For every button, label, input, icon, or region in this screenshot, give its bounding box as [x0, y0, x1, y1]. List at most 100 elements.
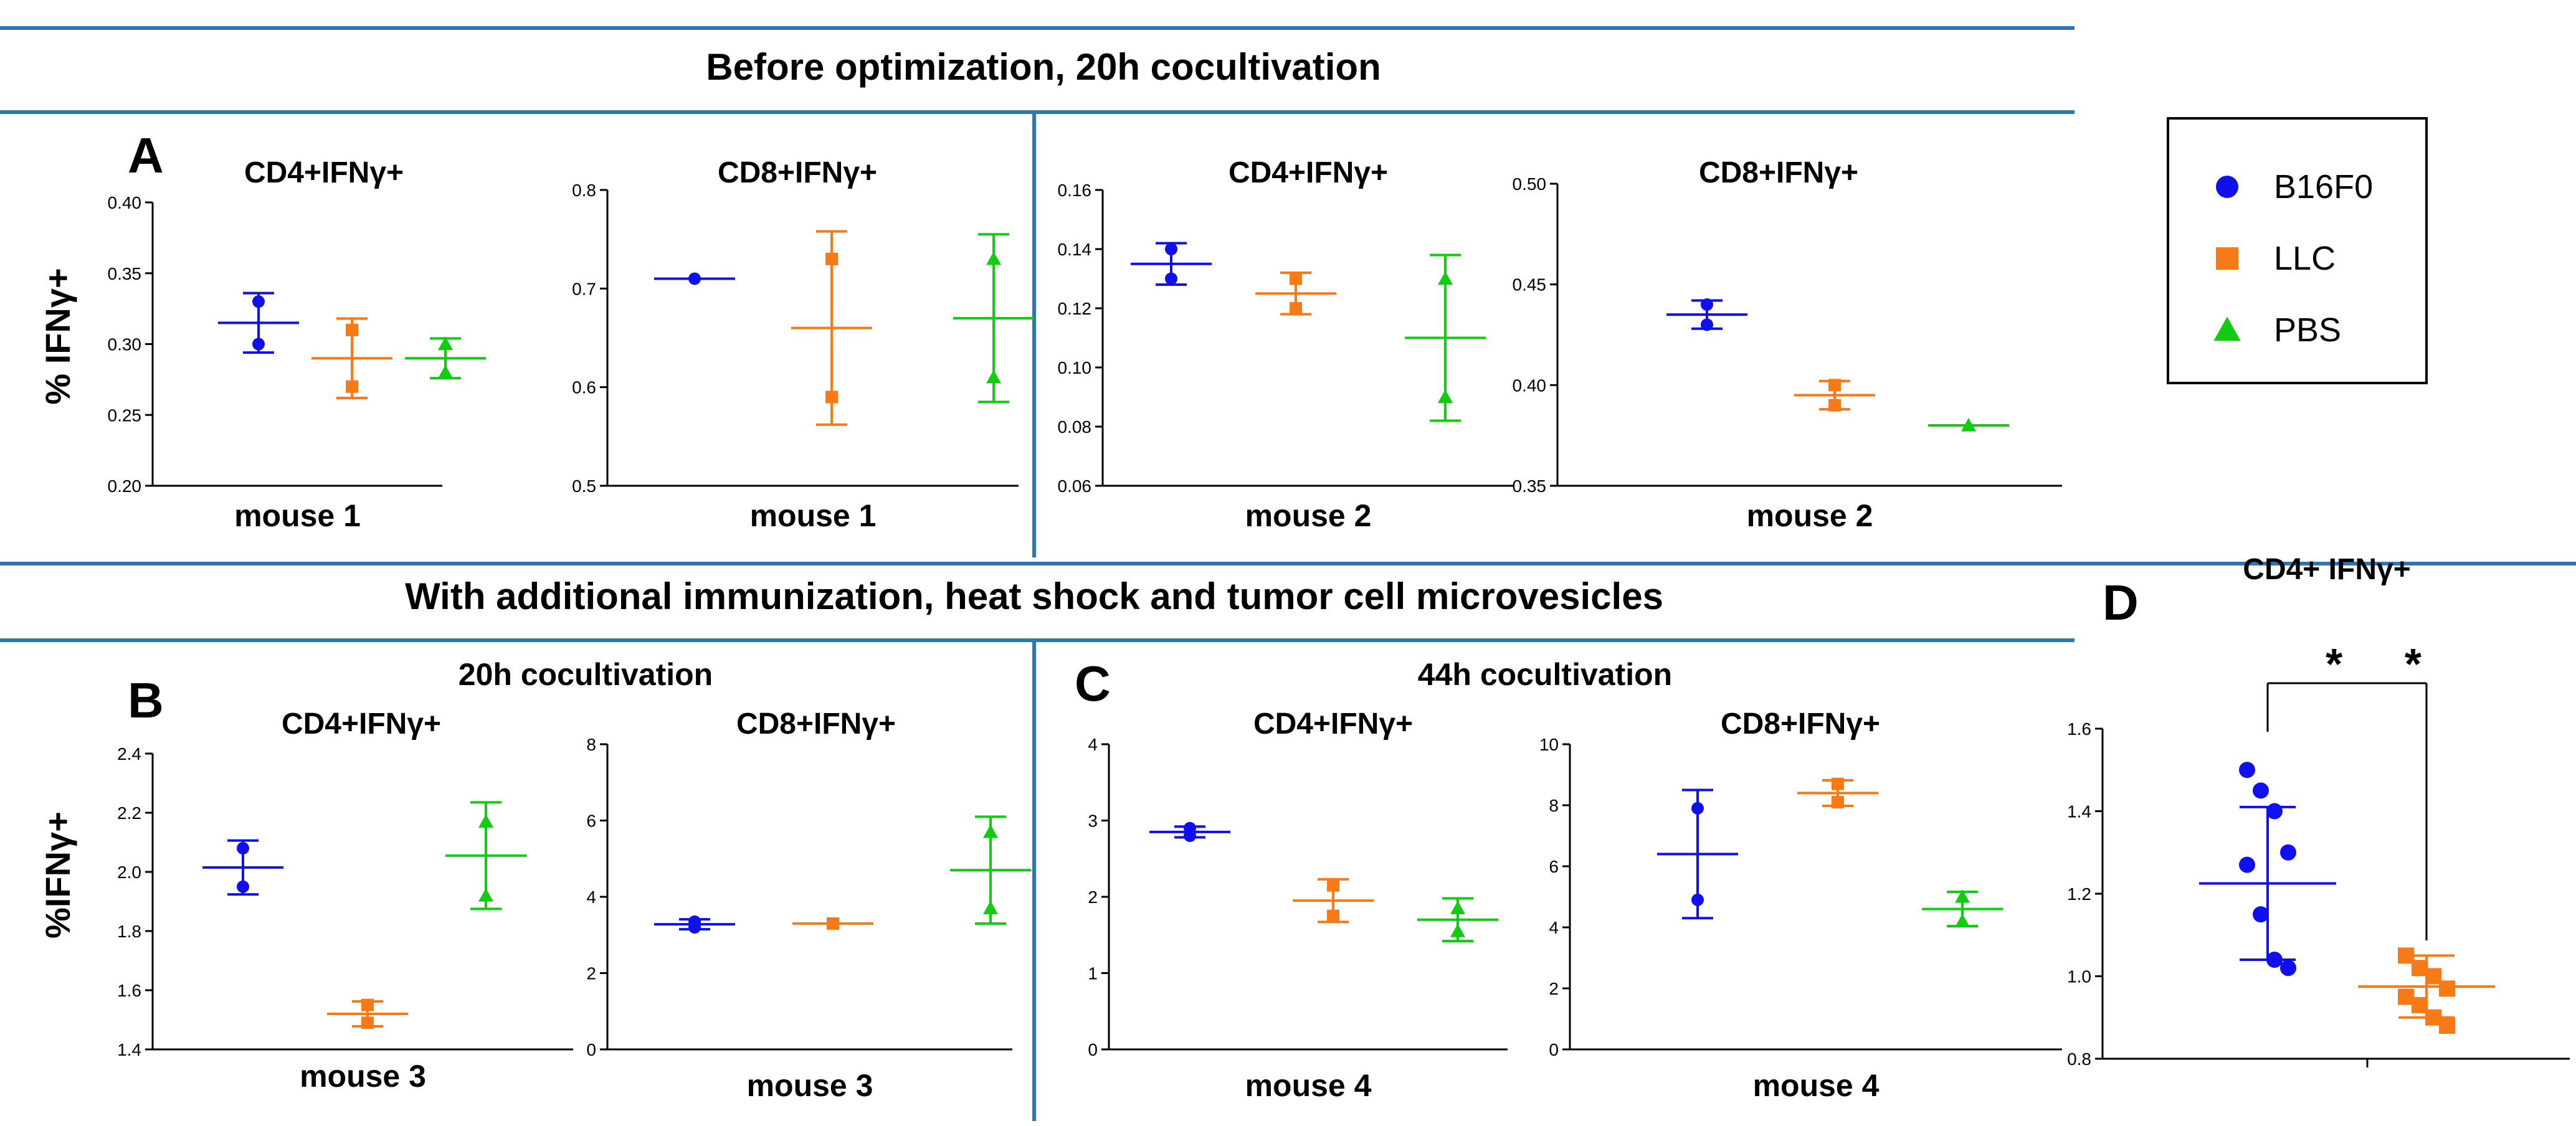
data-point-llc: [2412, 960, 2428, 977]
panel-title: CD4+ IFNγ+: [2243, 553, 2410, 586]
data-point-llc: [825, 252, 838, 265]
y-tick-label: 4: [1549, 918, 1559, 937]
legend-marker-b16f0: [2216, 176, 2238, 198]
y-tick-label: 0.40: [108, 193, 142, 212]
data-point-b16f0: [1691, 802, 1704, 815]
subheader-c: 44h cocultivation: [1418, 657, 1672, 692]
data-point-llc: [2425, 1009, 2441, 1026]
y-tick-label: 0.08: [1058, 417, 1092, 437]
y-tick-label: 2.4: [117, 744, 141, 764]
data-point-pbs: [1438, 389, 1453, 404]
panel-title: CD8+IFNγ+: [718, 156, 877, 189]
data-point-b16f0: [1165, 272, 1177, 285]
data-point-b16f0: [1701, 318, 1713, 331]
data-point-b16f0: [1184, 821, 1196, 835]
data-point-b16f0: [2280, 844, 2296, 861]
y-tick-label: 8: [1549, 796, 1559, 815]
y-tick-label: 1.6: [117, 981, 141, 1000]
data-point-b16f0: [2239, 762, 2255, 778]
x-axis-label: mouse 2: [1747, 498, 1873, 533]
y-axis-label-bottom: %IFNγ+: [38, 811, 77, 939]
y-tick-label: 0.30: [108, 335, 142, 354]
y-tick-label: 6: [586, 811, 596, 831]
data-point-pbs: [1438, 271, 1453, 285]
data-point-pbs: [478, 888, 493, 902]
data-point-b16f0: [1165, 243, 1177, 255]
y-tick-label: 2: [1549, 979, 1559, 998]
y-tick-label: 0.16: [1058, 181, 1092, 200]
data-point-b16f0: [2253, 782, 2269, 799]
y-tick-label: 0.14: [1058, 240, 1092, 259]
y-tick-label: 1.0: [2067, 967, 2091, 986]
data-point-llc: [2398, 988, 2414, 1005]
panel-title: CD4+IFNγ+: [1229, 156, 1388, 189]
chart-a-cd8-mouse1: 0.5 0.6 0.7 0.8 CD8+IFNγ+ mouse 1: [572, 156, 1034, 533]
y-tick-label: 2: [586, 964, 596, 983]
data-point-b16f0: [688, 272, 701, 285]
data-point-pbs: [986, 369, 1001, 384]
y-tick-label: 1: [1088, 964, 1098, 983]
y-tick-label: 1.8: [117, 922, 141, 941]
data-point-llc: [1832, 777, 1844, 790]
y-tick-label: 0.35: [108, 264, 142, 283]
data-point-b16f0: [1691, 893, 1704, 906]
data-point-pbs: [983, 901, 998, 914]
y-tick-label: 0.6: [572, 378, 596, 397]
y-tick-label: 2: [1088, 887, 1098, 907]
legend-label-pbs: PBS: [2274, 311, 2341, 349]
y-tick-label: 0.20: [108, 476, 142, 496]
subheader-b: 20h cocultivation: [459, 657, 713, 692]
x-axis-label: mouse 4: [1245, 1068, 1372, 1103]
panel-letter-c: C: [1075, 656, 1111, 711]
data-point-llc: [361, 998, 374, 1011]
y-tick-label: 0.06: [1058, 476, 1092, 496]
y-tick-label: 2.0: [117, 863, 141, 882]
y-tick-label: 1.2: [2067, 884, 2091, 904]
panel-title: CD8+IFNγ+: [1721, 707, 1880, 740]
y-tick-label: 1.4: [2067, 802, 2091, 821]
data-point-llc: [1290, 302, 1302, 315]
y-tick-label: 8: [586, 735, 596, 754]
chart-a-cd4-mouse1: 0.20 0.25 0.30 0.35 0.40 CD4+IFNγ+ mouse 1: [108, 156, 486, 533]
data-point-b16f0: [688, 921, 701, 934]
chart-c-cd4-mouse4: 0 1 2 3 4 CD4+IFNγ+ mouse 4: [1088, 707, 1508, 1103]
x-axis-label: mouse 2: [1245, 498, 1372, 533]
legend: [2213, 176, 2241, 341]
x-axis-label: mouse 3: [300, 1059, 426, 1094]
y-tick-label: 0.10: [1058, 358, 1092, 377]
data-point-llc: [1327, 879, 1339, 892]
data-point-llc: [2412, 996, 2428, 1013]
y-tick-label: 0: [1549, 1040, 1559, 1059]
panel-title: CD8+IFNγ+: [1699, 156, 1858, 189]
panel-title: CD4+IFNγ+: [282, 707, 441, 740]
y-tick-label: 0.8: [2067, 1049, 2091, 1069]
data-point-llc: [346, 380, 358, 393]
data-point-llc: [1828, 399, 1841, 412]
data-point-b16f0: [2266, 952, 2283, 968]
data-point-pbs: [438, 336, 453, 351]
y-tick-label: 1.4: [117, 1040, 141, 1059]
panel-title: CD8+IFNγ+: [736, 707, 896, 740]
legend-label-llc: LLC: [2274, 240, 2336, 277]
x-axis-label: mouse 1: [234, 498, 361, 533]
y-tick-label: 0.7: [572, 279, 596, 298]
data-point-b16f0: [2280, 960, 2296, 977]
panel-letter-a: A: [128, 128, 164, 183]
header-top: Before optimization, 20h cocultivation: [706, 46, 1381, 88]
data-point-b16f0: [2253, 906, 2269, 923]
chart-d-cd4-pooled: 0.8 1.0 1.2 1.4 1.6 CD4+ IFNγ+ * *: [2067, 553, 2570, 1069]
data-point-b16f0: [2239, 856, 2255, 873]
y-tick-label: 4: [586, 887, 596, 907]
y-tick-label: 10: [1539, 735, 1559, 754]
y-tick-label: 2.2: [117, 803, 141, 823]
y-tick-label: 0.25: [108, 405, 142, 425]
y-tick-label: 6: [1549, 857, 1559, 876]
y-tick-label: 0.5: [572, 476, 596, 496]
significance-stars: * *: [2326, 640, 2446, 688]
panel-title: CD4+IFNγ+: [244, 156, 404, 189]
header-middle: With additional immunization, heat shock…: [405, 575, 1663, 617]
x-axis-label: mouse 1: [750, 498, 877, 533]
data-point-llc: [1828, 379, 1841, 392]
legend-label-b16f0: B16F0: [2274, 168, 2373, 206]
data-point-llc: [1327, 909, 1339, 922]
